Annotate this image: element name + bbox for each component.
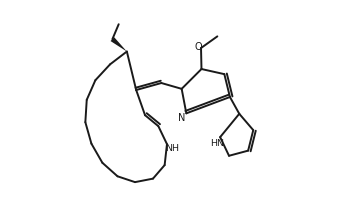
- Polygon shape: [111, 37, 127, 52]
- Text: HN: HN: [210, 139, 224, 148]
- Text: O: O: [194, 42, 202, 52]
- Text: N: N: [178, 113, 186, 123]
- Text: NH: NH: [165, 144, 179, 153]
